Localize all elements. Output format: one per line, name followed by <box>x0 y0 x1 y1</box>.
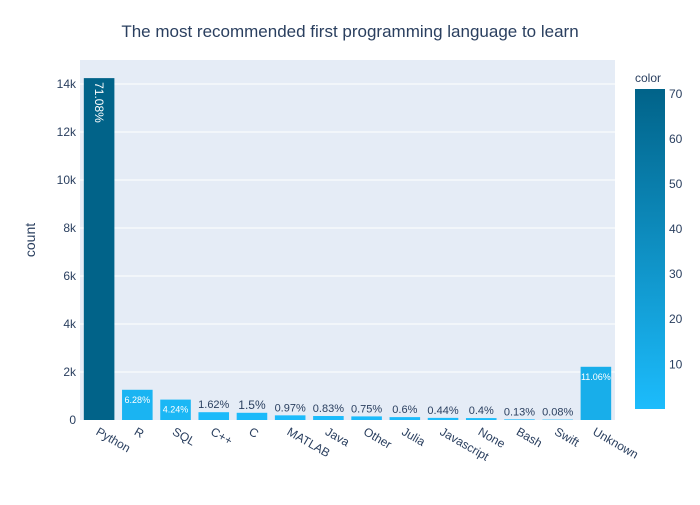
y-tick-label: 0 <box>69 413 76 427</box>
bar-value-label: 6.28% <box>125 395 151 405</box>
colorbar-tick-label: 20 <box>669 312 683 326</box>
bar <box>84 78 115 420</box>
y-tick-label: 10k <box>57 173 77 187</box>
bar <box>237 413 268 420</box>
bar <box>198 412 229 420</box>
bar-value-label: 4.24% <box>163 405 189 415</box>
bar-value-label: 11.06% <box>581 372 611 382</box>
y-tick-label: 12k <box>57 125 77 139</box>
x-tick-label: MATLAB <box>285 424 333 460</box>
colorbar-tick-label: 50 <box>669 177 683 191</box>
y-axis-ticks: 0 2k 4k 6k 8k 10k 12k 14k <box>57 77 77 427</box>
bar <box>313 416 344 420</box>
bar-value-label: 1.5% <box>238 398 266 412</box>
x-tick-label: SQL <box>170 424 198 448</box>
bar-value-label: 0.4% <box>469 405 494 417</box>
y-tick-label: 2k <box>63 365 77 379</box>
x-tick-label: C++ <box>208 424 235 447</box>
bar <box>504 419 535 420</box>
colorbar-tick-label: 30 <box>669 267 683 281</box>
colorbar-title: color <box>635 71 661 85</box>
colorbar-tick-label: 70 <box>669 87 683 101</box>
y-axis-title: count <box>22 223 38 257</box>
plot-background <box>80 60 615 420</box>
chart-title: The most recommended first programming l… <box>121 22 578 41</box>
bar-value-label: 0.13% <box>504 406 535 418</box>
bar-value-label: 1.62% <box>198 399 229 411</box>
bar-value-label: 0.6% <box>392 404 417 416</box>
y-tick-label: 6k <box>63 269 77 283</box>
bar-value-label: 0.83% <box>313 403 344 415</box>
bar <box>351 416 382 420</box>
bar-value-label: 0.44% <box>427 405 458 417</box>
x-tick-label: R <box>132 424 147 441</box>
colorbar-tick-label: 60 <box>669 132 683 146</box>
bar <box>466 418 497 420</box>
bar <box>390 417 421 420</box>
y-tick-label: 4k <box>63 317 77 331</box>
colorbar-tick-label: 40 <box>669 222 683 236</box>
bar-value-label: 0.08% <box>542 407 573 419</box>
x-tick-label: Bash <box>514 424 545 450</box>
x-tick-label: Julia <box>399 424 428 449</box>
x-tick-label: C <box>246 424 261 441</box>
y-tick-label: 8k <box>63 221 77 235</box>
x-tick-label: Unknown <box>590 424 640 461</box>
colorbar-ticks: 10 20 30 40 50 60 70 <box>669 87 683 371</box>
colorbar <box>635 89 665 409</box>
bar-value-label: 0.97% <box>275 402 306 414</box>
bar <box>428 418 459 420</box>
x-tick-label: Python <box>94 424 133 455</box>
x-tick-label: Other <box>361 424 394 451</box>
colorbar-tick-label: 10 <box>669 357 683 371</box>
bar <box>275 415 306 420</box>
x-tick-label: Swift <box>552 424 582 449</box>
y-tick-label: 14k <box>57 77 77 91</box>
bar-value-label: 71.08% <box>92 82 106 123</box>
bar-value-label: 0.75% <box>351 403 382 415</box>
